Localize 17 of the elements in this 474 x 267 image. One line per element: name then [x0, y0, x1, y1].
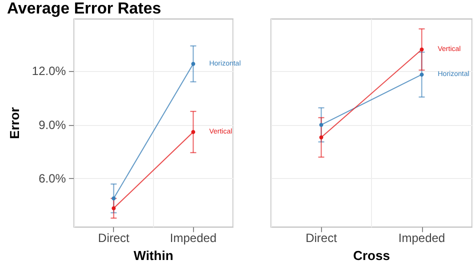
point [420, 72, 424, 77]
point [319, 135, 324, 140]
point [191, 130, 196, 134]
point [112, 206, 116, 210]
x-axis-title: Cross [353, 248, 390, 263]
chart-title: Average Error Rates [7, 0, 162, 18]
y-tick-label: 9.0% [38, 118, 66, 132]
point [191, 62, 196, 66]
x-axis-title: Within [134, 248, 174, 263]
x-tick-label: Impeded [398, 231, 446, 246]
y-axis-title: Error [7, 107, 22, 139]
point [319, 122, 324, 127]
x-tick-label: Direct [98, 231, 130, 246]
x-tick-label: Direct [306, 231, 338, 246]
y-tick-label: 12.0% [32, 64, 66, 78]
y-tick-label: 6.0% [38, 172, 66, 186]
x-tick-label: Impeded [170, 231, 217, 246]
